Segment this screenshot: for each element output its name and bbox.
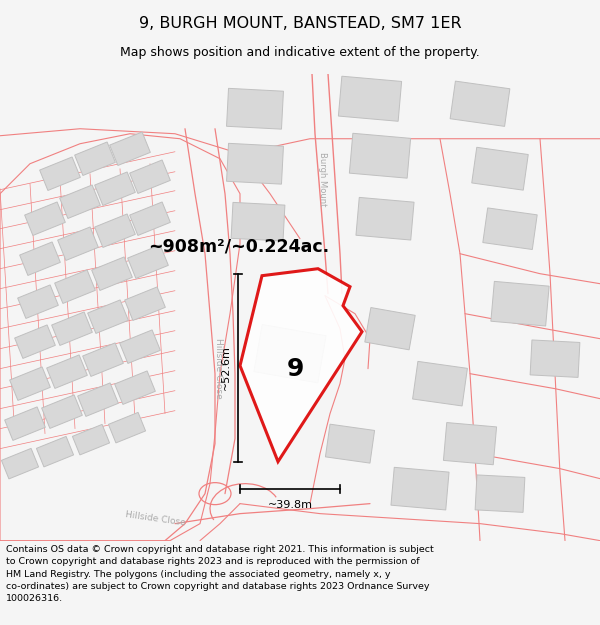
- Text: Map shows position and indicative extent of the property.: Map shows position and indicative extent…: [120, 46, 480, 59]
- Polygon shape: [227, 88, 283, 129]
- Polygon shape: [356, 198, 414, 240]
- Polygon shape: [17, 285, 58, 319]
- Polygon shape: [37, 436, 74, 467]
- Polygon shape: [254, 324, 326, 383]
- Polygon shape: [443, 422, 497, 465]
- Polygon shape: [20, 242, 61, 276]
- Polygon shape: [95, 172, 136, 206]
- Polygon shape: [83, 343, 124, 376]
- Polygon shape: [472, 148, 528, 190]
- Polygon shape: [59, 185, 100, 219]
- Polygon shape: [530, 340, 580, 377]
- Polygon shape: [55, 270, 95, 304]
- Polygon shape: [14, 325, 55, 358]
- Polygon shape: [77, 383, 118, 416]
- Text: Hillside Close: Hillside Close: [124, 510, 186, 528]
- Polygon shape: [128, 245, 169, 279]
- Polygon shape: [483, 208, 537, 249]
- Text: ~908m²/~0.224ac.: ~908m²/~0.224ac.: [148, 238, 329, 256]
- Text: Hillside Close: Hillside Close: [214, 338, 223, 399]
- Polygon shape: [391, 468, 449, 510]
- Polygon shape: [40, 157, 80, 191]
- Polygon shape: [325, 424, 374, 463]
- Polygon shape: [119, 330, 160, 363]
- Polygon shape: [231, 202, 285, 241]
- Polygon shape: [110, 132, 151, 166]
- Polygon shape: [240, 269, 362, 462]
- Polygon shape: [130, 160, 170, 194]
- Polygon shape: [58, 227, 98, 261]
- Polygon shape: [227, 143, 283, 184]
- Polygon shape: [41, 395, 82, 428]
- Polygon shape: [338, 76, 401, 121]
- Polygon shape: [52, 312, 92, 346]
- Polygon shape: [95, 214, 136, 248]
- Text: Burgh Mount: Burgh Mount: [319, 151, 328, 206]
- Polygon shape: [365, 308, 415, 350]
- Polygon shape: [73, 424, 110, 455]
- Polygon shape: [5, 407, 46, 441]
- Polygon shape: [125, 287, 166, 321]
- Text: ~39.8m: ~39.8m: [268, 499, 313, 509]
- Text: 9: 9: [286, 357, 304, 381]
- Polygon shape: [413, 361, 467, 406]
- Polygon shape: [1, 448, 38, 479]
- Polygon shape: [349, 133, 410, 178]
- Polygon shape: [25, 202, 65, 236]
- Polygon shape: [47, 355, 88, 388]
- Text: ~52.6m: ~52.6m: [221, 345, 231, 390]
- Text: 9, BURGH MOUNT, BANSTEAD, SM7 1ER: 9, BURGH MOUNT, BANSTEAD, SM7 1ER: [139, 16, 461, 31]
- Polygon shape: [491, 281, 549, 326]
- Polygon shape: [109, 412, 146, 443]
- Polygon shape: [130, 202, 170, 236]
- Polygon shape: [92, 257, 133, 291]
- Text: Contains OS data © Crown copyright and database right 2021. This information is : Contains OS data © Crown copyright and d…: [6, 545, 434, 603]
- Polygon shape: [74, 142, 115, 176]
- Polygon shape: [10, 367, 50, 401]
- Polygon shape: [88, 300, 128, 333]
- Polygon shape: [450, 81, 510, 126]
- Polygon shape: [115, 371, 155, 404]
- Polygon shape: [475, 475, 525, 512]
